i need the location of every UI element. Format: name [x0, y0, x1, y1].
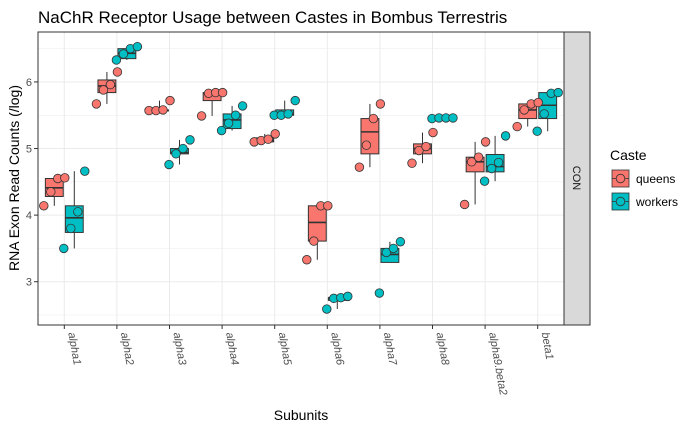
point-queens-alpha3 [158, 105, 168, 115]
x-tick-label-alpha1: alpha1 [65, 331, 83, 366]
point-queens-alpha6 [309, 236, 319, 246]
point-workers-alpha4 [237, 101, 248, 111]
y-tick-label: 4 [26, 210, 32, 222]
x-tick-label-alpha7: alpha7 [381, 331, 399, 366]
point-queens-alpha1 [60, 173, 70, 183]
point-queens-alpha9-beta2 [459, 199, 470, 210]
point-workers-alpha2 [118, 49, 129, 59]
facet-strip [563, 31, 591, 326]
point-workers-alpha1 [59, 243, 69, 254]
point-workers-alpha2 [132, 41, 143, 52]
y-axis-ticks: 3 4 5 6 [26, 77, 38, 289]
point-queens-alpha9-beta2 [480, 137, 491, 147]
point-queens-alpha2 [105, 79, 116, 90]
legend-label-workers: workers [635, 195, 678, 209]
y-tick-label: 5 [26, 144, 32, 156]
y-tick-label: 3 [26, 277, 32, 289]
point-queens-alpha7 [361, 140, 372, 150]
point-queens-alpha7 [368, 113, 379, 124]
y-tick-label: 6 [26, 77, 32, 89]
point-queens-alpha1 [39, 201, 49, 211]
legend: Caste queens workers [610, 147, 678, 211]
point-queens-alpha4 [196, 111, 207, 121]
point-workers-beta1 [532, 126, 542, 136]
point-queens-alpha2 [112, 67, 123, 77]
point-queens-alpha9-beta2 [473, 152, 484, 162]
point-workers-alpha5 [290, 95, 300, 106]
point-workers-alpha5 [283, 109, 293, 119]
x-axis-ticks: alpha1 alpha2 alpha3 alpha4 alpha5 alpha6 alph… [63, 325, 556, 396]
point-layer [39, 41, 563, 314]
x-tick-label-alpha2: alpha2 [118, 331, 136, 366]
legend-swatch-point-queens [615, 173, 626, 184]
point-workers-alpha1 [66, 223, 76, 234]
point-workers-alpha3 [164, 159, 174, 170]
point-workers-alpha7 [374, 288, 385, 298]
point-workers-alpha9-beta2 [486, 163, 497, 174]
legend-title: Caste [610, 147, 647, 163]
point-workers-alpha3 [185, 135, 195, 145]
point-workers-alpha4 [230, 110, 241, 120]
point-workers-alpha9-beta2 [500, 131, 511, 141]
point-queens-alpha8 [428, 127, 438, 138]
legend-key-queens: queens [611, 169, 675, 188]
x-tick-label-alpha5: alpha5 [276, 331, 294, 366]
point-workers-alpha7 [395, 237, 406, 247]
legend-label-queens: queens [636, 172, 675, 186]
point-queens-beta1 [519, 105, 529, 115]
chart-title: NaChR Receptor Usage between Castes in B… [38, 8, 507, 27]
point-queens-alpha7 [354, 162, 365, 172]
legend-key-workers: workers [611, 192, 678, 211]
point-workers-beta1 [553, 87, 563, 98]
point-queens-alpha3 [165, 95, 175, 106]
point-workers-alpha3 [178, 143, 188, 154]
point-queens-alpha1 [46, 187, 56, 197]
point-workers-alpha7 [388, 243, 399, 254]
point-queens-alpha6 [323, 201, 333, 211]
point-queens-alpha8 [407, 158, 417, 168]
point-queens-alpha9-beta2 [466, 157, 477, 167]
point-queens-alpha4 [217, 87, 228, 98]
point-workers-alpha6 [343, 291, 353, 302]
point-queens-alpha8 [414, 145, 424, 156]
y-axis-title: RNA Exon Read Counts (/log) [6, 85, 22, 271]
point-queens-alpha5 [270, 129, 280, 139]
x-tick-label-alpha6: alpha6 [328, 331, 346, 366]
point-workers-alpha4 [223, 118, 234, 128]
point-workers-alpha9-beta2 [479, 176, 490, 186]
point-workers-alpha4 [216, 125, 227, 136]
x-tick-label-alpha3: alpha3 [171, 331, 189, 366]
x-tick-label-alpha8: alpha8 [434, 331, 452, 366]
box-queens-alpha6 [307, 205, 327, 242]
facet-strip-label: CON [570, 166, 582, 191]
point-queens-alpha2 [91, 99, 102, 109]
point-workers-alpha2 [111, 55, 122, 65]
point-queens-alpha5 [263, 134, 273, 144]
point-workers-alpha8 [448, 113, 458, 123]
point-workers-alpha3 [171, 149, 181, 159]
point-queens-alpha2 [98, 85, 109, 95]
point-queens-alpha7 [375, 99, 386, 109]
point-workers-beta1 [539, 109, 549, 119]
point-queens-beta1 [512, 121, 522, 132]
point-queens-beta1 [533, 97, 543, 108]
point-workers-alpha9-beta2 [493, 157, 504, 168]
x-tick-label-beta1: beta1 [539, 331, 556, 360]
point-queens-alpha8 [421, 141, 431, 152]
point-queens-alpha6 [302, 255, 312, 265]
x-tick-label-alpha4: alpha4 [223, 331, 241, 366]
plot-panel [38, 32, 564, 325]
point-workers-alpha7 [381, 247, 392, 258]
legend-swatch-point-workers [615, 196, 626, 207]
point-workers-alpha1 [80, 166, 90, 176]
point-workers-alpha1 [73, 207, 83, 217]
x-tick-label-alpha9-beta2: alpha9.beta2 [486, 331, 509, 396]
x-axis-title: Subunits [274, 407, 328, 423]
point-workers-alpha6 [322, 304, 332, 314]
